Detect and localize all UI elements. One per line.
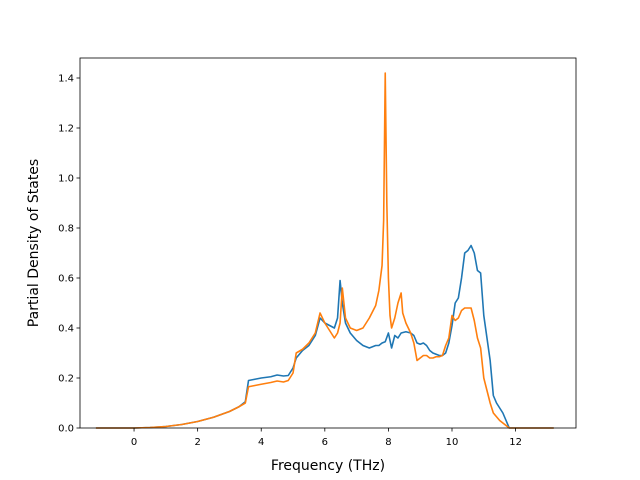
x-axis-ticks: 0 2 4 6 8 10 12 [131,428,522,448]
y-axis-ticks: 0.0 0.2 0.4 0.6 0.8 1.0 1.2 1.4 [58,74,80,435]
y-tick-label: 0.8 [58,224,74,235]
x-axis-label: Frequency (THz) [271,458,385,474]
x-tick-label: 0 [131,437,137,448]
x-tick-label: 6 [322,437,328,448]
x-tick-label: 8 [385,437,391,448]
series-line-2 [95,72,554,429]
y-tick-label: 0.0 [58,424,74,435]
y-tick-label: 1.0 [58,174,74,185]
y-axis-label: Partial Density of States [26,159,42,327]
series-layer [95,72,554,429]
series-line-1 [95,244,554,429]
y-tick-label: 0.4 [58,324,74,335]
x-tick-label: 10 [446,437,459,448]
y-tick-label: 1.2 [58,124,74,135]
x-tick-label: 2 [194,437,200,448]
x-tick-label: 12 [509,437,522,448]
y-tick-label: 0.2 [58,374,74,385]
plot-area [79,57,577,429]
y-tick-label: 0.6 [58,274,74,285]
x-tick-label: 4 [258,437,264,448]
axes-frame [79,57,577,429]
y-tick-label: 1.4 [58,74,74,85]
